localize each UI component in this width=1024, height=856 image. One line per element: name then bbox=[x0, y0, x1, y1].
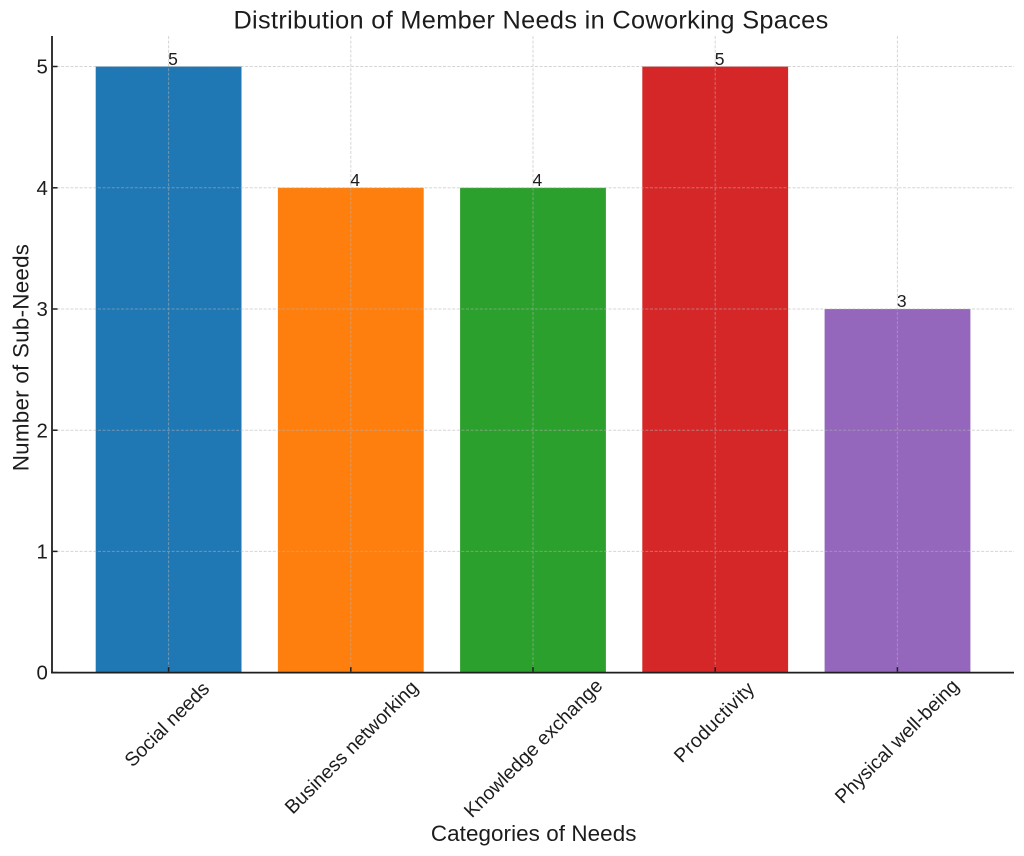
svg-text:3: 3 bbox=[897, 291, 907, 311]
svg-text:5: 5 bbox=[36, 57, 47, 79]
svg-text:0: 0 bbox=[36, 663, 47, 685]
svg-text:Distribution of Member Needs i: Distribution of Member Needs in Coworkin… bbox=[233, 7, 828, 35]
svg-text:5: 5 bbox=[715, 49, 725, 69]
svg-text:3: 3 bbox=[36, 299, 47, 321]
svg-text:2: 2 bbox=[36, 420, 47, 442]
svg-text:4: 4 bbox=[533, 170, 543, 190]
svg-text:Number of Sub-Needs: Number of Sub-Needs bbox=[9, 244, 34, 472]
svg-text:5: 5 bbox=[168, 49, 178, 69]
svg-text:4: 4 bbox=[350, 170, 360, 190]
svg-text:4: 4 bbox=[36, 178, 47, 200]
svg-text:Categories of Needs: Categories of Needs bbox=[431, 821, 637, 846]
svg-text:1: 1 bbox=[36, 542, 47, 564]
